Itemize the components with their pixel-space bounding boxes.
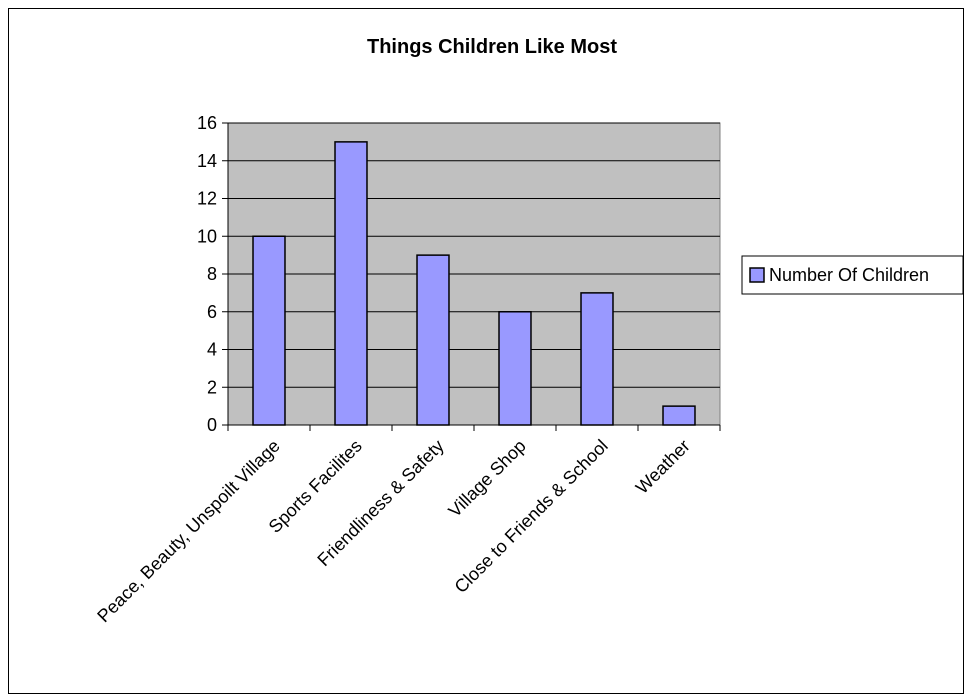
bars: [252, 141, 696, 426]
chart-title: Things Children Like Most: [367, 36, 617, 58]
chart-area: Things Children Like Most 0 2 4 6 8 10 12 14 16 …: [8, 8, 964, 694]
x-tick-label-5: Close to Friends & School: [451, 436, 612, 597]
bar-6: [662, 405, 696, 426]
bar-5: [580, 292, 614, 426]
y-tick-label-14: 14: [197, 151, 217, 171]
legend: Number Of Children: [741, 255, 964, 295]
y-tick-label-12: 12: [197, 189, 217, 209]
y-tick-labels: 0 2 4 6 8 10 12 14 16: [197, 113, 217, 435]
x-tick-label-4: Village Shop: [444, 436, 529, 521]
y-tick-label-0: 0: [207, 415, 217, 435]
y-tick-label-8: 8: [207, 264, 217, 284]
bar-1: [252, 235, 286, 426]
legend-label-number-of-children: Number Of Children: [769, 265, 929, 285]
x-tick-label-1: Peace, Beauty, Unspoilt Village: [93, 436, 284, 627]
gridlines: [228, 122, 720, 388]
bar-chart: Things Children Like Most 0246810121416 …: [93, 36, 964, 627]
y-tick-label-6: 6: [207, 302, 217, 322]
legend-box: [741, 255, 964, 295]
x-tick-label-6: Weather: [632, 436, 694, 498]
axes: [222, 122, 721, 431]
legend-swatch-number-of-children: [749, 267, 765, 283]
y-tick-label-10: 10: [197, 226, 217, 246]
bar-3: [416, 254, 450, 426]
y-tick-label-16: 16: [197, 113, 217, 133]
bar-4: [498, 311, 532, 426]
bar-2: [334, 141, 368, 426]
y-tick-label-4: 4: [207, 340, 217, 360]
y-tick-label-2: 2: [207, 377, 217, 397]
